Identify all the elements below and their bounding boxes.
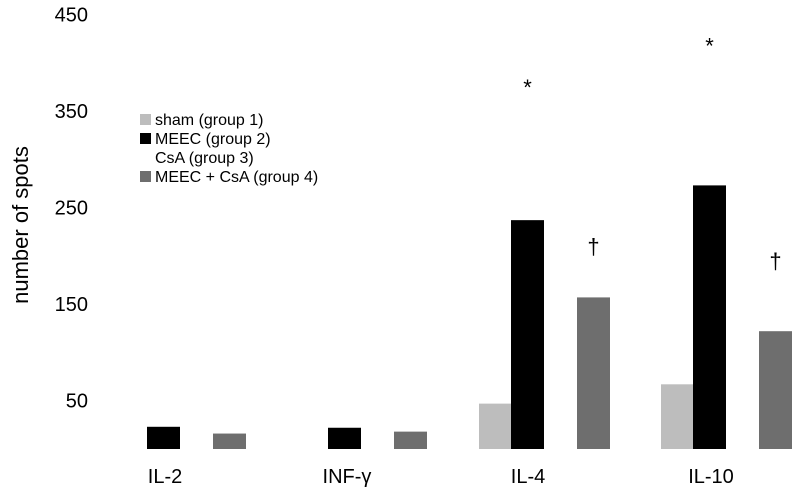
- legend-label: CsA (group 3): [155, 150, 254, 167]
- significance-marker: †: [769, 249, 781, 274]
- significance-marker: *: [705, 33, 714, 58]
- x-category-label: INF-γ: [323, 466, 372, 488]
- legend-label: sham (group 1): [155, 112, 264, 129]
- significance-marker: †: [587, 234, 599, 259]
- x-axis-categories: IL-2 INF-γ IL-4 IL-10: [148, 466, 734, 488]
- y-tick-label: 150: [55, 294, 88, 316]
- legend-swatch: [140, 133, 151, 144]
- bar: [661, 384, 694, 449]
- bar: [693, 185, 726, 449]
- bar: [759, 331, 792, 449]
- x-category-label: IL-2: [148, 466, 182, 488]
- significance-annotations: * † * †: [523, 33, 781, 273]
- x-category-label: IL-10: [688, 466, 734, 488]
- legend-label: MEEC + CsA (group 4): [155, 169, 318, 186]
- legend-swatch: [140, 114, 151, 125]
- bar: [511, 220, 544, 449]
- legend: sham (group 1) MEEC (group 2) CsA (group 3…: [140, 112, 318, 186]
- y-tick-label: 250: [55, 198, 88, 220]
- legend-swatch: [140, 152, 151, 163]
- significance-marker: *: [523, 75, 532, 100]
- bar: [479, 403, 512, 449]
- y-axis-ticks: 50 150 250 350 450: [55, 4, 88, 412]
- bars: [147, 185, 792, 449]
- x-category-label: IL-4: [511, 466, 545, 488]
- bar: [328, 427, 361, 449]
- bar: [213, 433, 246, 449]
- y-tick-label: 450: [55, 4, 88, 26]
- bar: [577, 297, 610, 449]
- legend-swatch: [140, 171, 151, 182]
- y-axis-label: number of spots: [8, 146, 33, 304]
- bar: [394, 431, 427, 449]
- legend-label: MEEC (group 2): [155, 131, 271, 148]
- bar: [147, 426, 180, 449]
- y-tick-label: 350: [55, 101, 88, 123]
- y-tick-label: 50: [66, 391, 88, 413]
